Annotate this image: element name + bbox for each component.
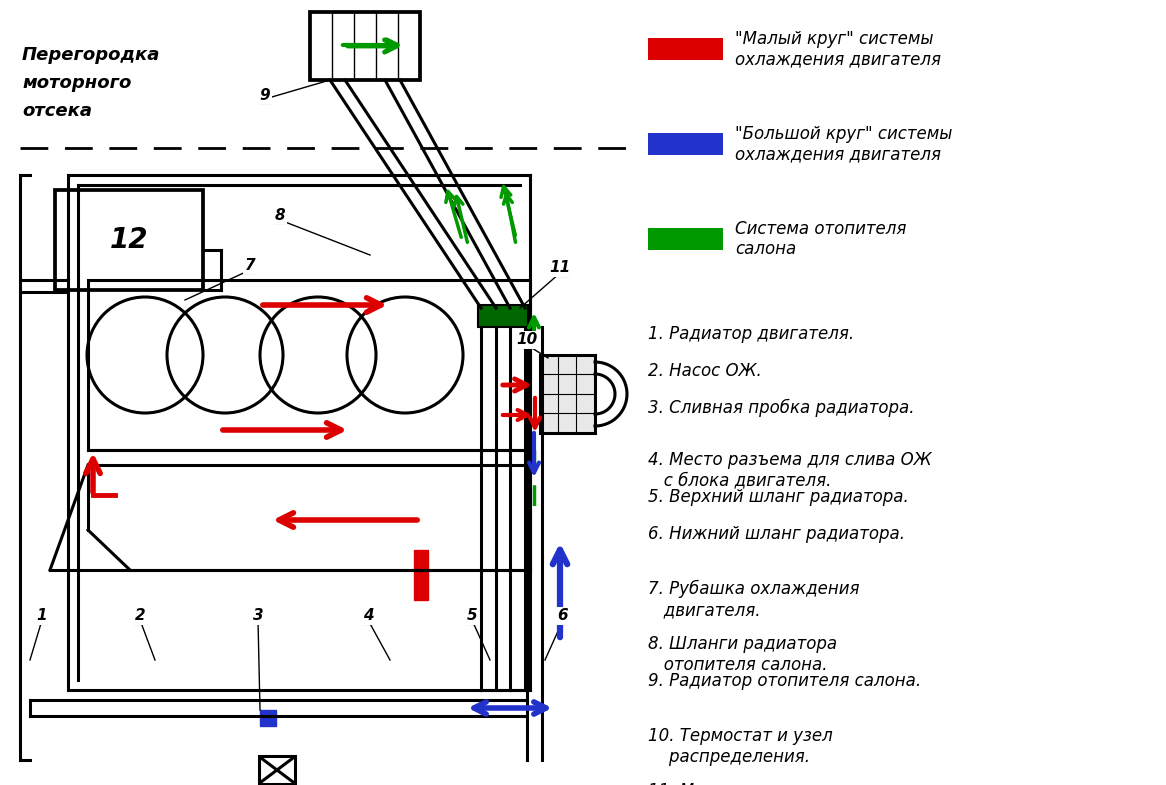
Text: 11. Места разъема для слива с
    радиатора отопителя: 11. Места разъема для слива с радиатора … bbox=[648, 782, 920, 785]
Bar bbox=[648, 228, 723, 250]
Text: 8: 8 bbox=[275, 207, 286, 222]
Text: 3. Сливная пробка радиатора.: 3. Сливная пробка радиатора. bbox=[648, 399, 914, 418]
Text: 9. Радиатор отопителя салона.: 9. Радиатор отопителя салона. bbox=[648, 672, 921, 690]
Bar bbox=[259, 756, 295, 784]
Bar bbox=[260, 710, 276, 726]
Bar bbox=[310, 12, 420, 80]
Text: отсека: отсека bbox=[22, 102, 92, 120]
Text: 9: 9 bbox=[260, 87, 271, 103]
Text: 11: 11 bbox=[549, 261, 570, 276]
Text: 7. Рубашка охлаждения
   двигателя.: 7. Рубашка охлаждения двигателя. bbox=[648, 580, 859, 619]
Text: 1. Радиатор двигателя.: 1. Радиатор двигателя. bbox=[648, 325, 855, 343]
Bar bbox=[478, 305, 528, 327]
Text: 5. Верхний шланг радиатора.: 5. Верхний шланг радиатора. bbox=[648, 488, 908, 506]
Text: 8. Шланги радиатора
   отопителя салона.: 8. Шланги радиатора отопителя салона. bbox=[648, 635, 837, 674]
Text: Система отопителя
салона: Система отопителя салона bbox=[735, 220, 906, 258]
Text: 4: 4 bbox=[363, 608, 373, 623]
Bar bbox=[540, 355, 595, 433]
Bar bbox=[87, 280, 531, 450]
Text: 3: 3 bbox=[253, 608, 264, 623]
Text: моторного: моторного bbox=[22, 74, 132, 92]
Bar bbox=[648, 133, 723, 155]
Text: 6: 6 bbox=[557, 608, 568, 623]
Text: "Большой круг" системы
охлаждения двигателя: "Большой круг" системы охлаждения двигат… bbox=[735, 125, 953, 163]
Text: 7: 7 bbox=[245, 257, 255, 272]
Text: 12: 12 bbox=[110, 226, 148, 254]
Text: 10. Термостат и узел
    распределения.: 10. Термостат и узел распределения. bbox=[648, 727, 833, 766]
Text: 10: 10 bbox=[517, 333, 538, 348]
Text: "Малый круг" системы
охлаждения двигателя: "Малый круг" системы охлаждения двигател… bbox=[735, 30, 941, 68]
Bar bbox=[648, 38, 723, 60]
Text: 4. Место разъема для слива ОЖ
   с блока двигателя.: 4. Место разъема для слива ОЖ с блока дв… bbox=[648, 451, 932, 490]
Bar bbox=[55, 190, 203, 290]
Text: 5: 5 bbox=[466, 608, 477, 623]
Text: 1: 1 bbox=[36, 608, 48, 623]
Text: 2: 2 bbox=[135, 608, 146, 623]
Bar bbox=[414, 550, 428, 600]
Text: 2. Насос ОЖ.: 2. Насос ОЖ. bbox=[648, 362, 761, 380]
Text: 6. Нижний шланг радиатора.: 6. Нижний шланг радиатора. bbox=[648, 525, 905, 543]
Text: Перегородка: Перегородка bbox=[22, 46, 161, 64]
